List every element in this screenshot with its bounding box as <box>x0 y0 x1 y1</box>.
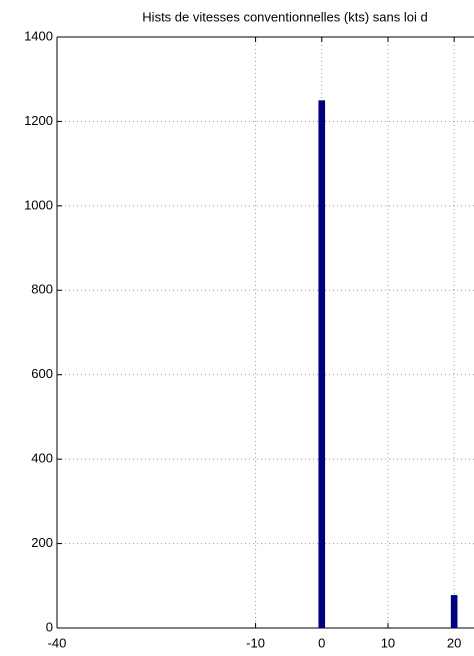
bar <box>450 595 458 628</box>
y-tick-label: 1000 <box>24 197 53 212</box>
y-tick-label: 400 <box>31 451 53 466</box>
x-tick-label: 10 <box>381 635 395 650</box>
y-tick-label: 800 <box>31 282 53 297</box>
y-tick-label: 1400 <box>24 28 53 43</box>
x-tick-label: -40 <box>48 635 67 650</box>
y-tick-label: 600 <box>31 366 53 381</box>
bar <box>318 100 326 629</box>
y-tick-label: 200 <box>31 535 53 550</box>
chart-title: Hists de vitesses conventionnelles (kts)… <box>142 9 427 24</box>
x-tick-label: 0 <box>318 635 325 650</box>
x-tick-label: -10 <box>246 635 265 650</box>
x-tick-label: 20 <box>447 635 461 650</box>
y-tick-label: 0 <box>46 619 53 634</box>
y-tick-label: 1200 <box>24 113 53 128</box>
